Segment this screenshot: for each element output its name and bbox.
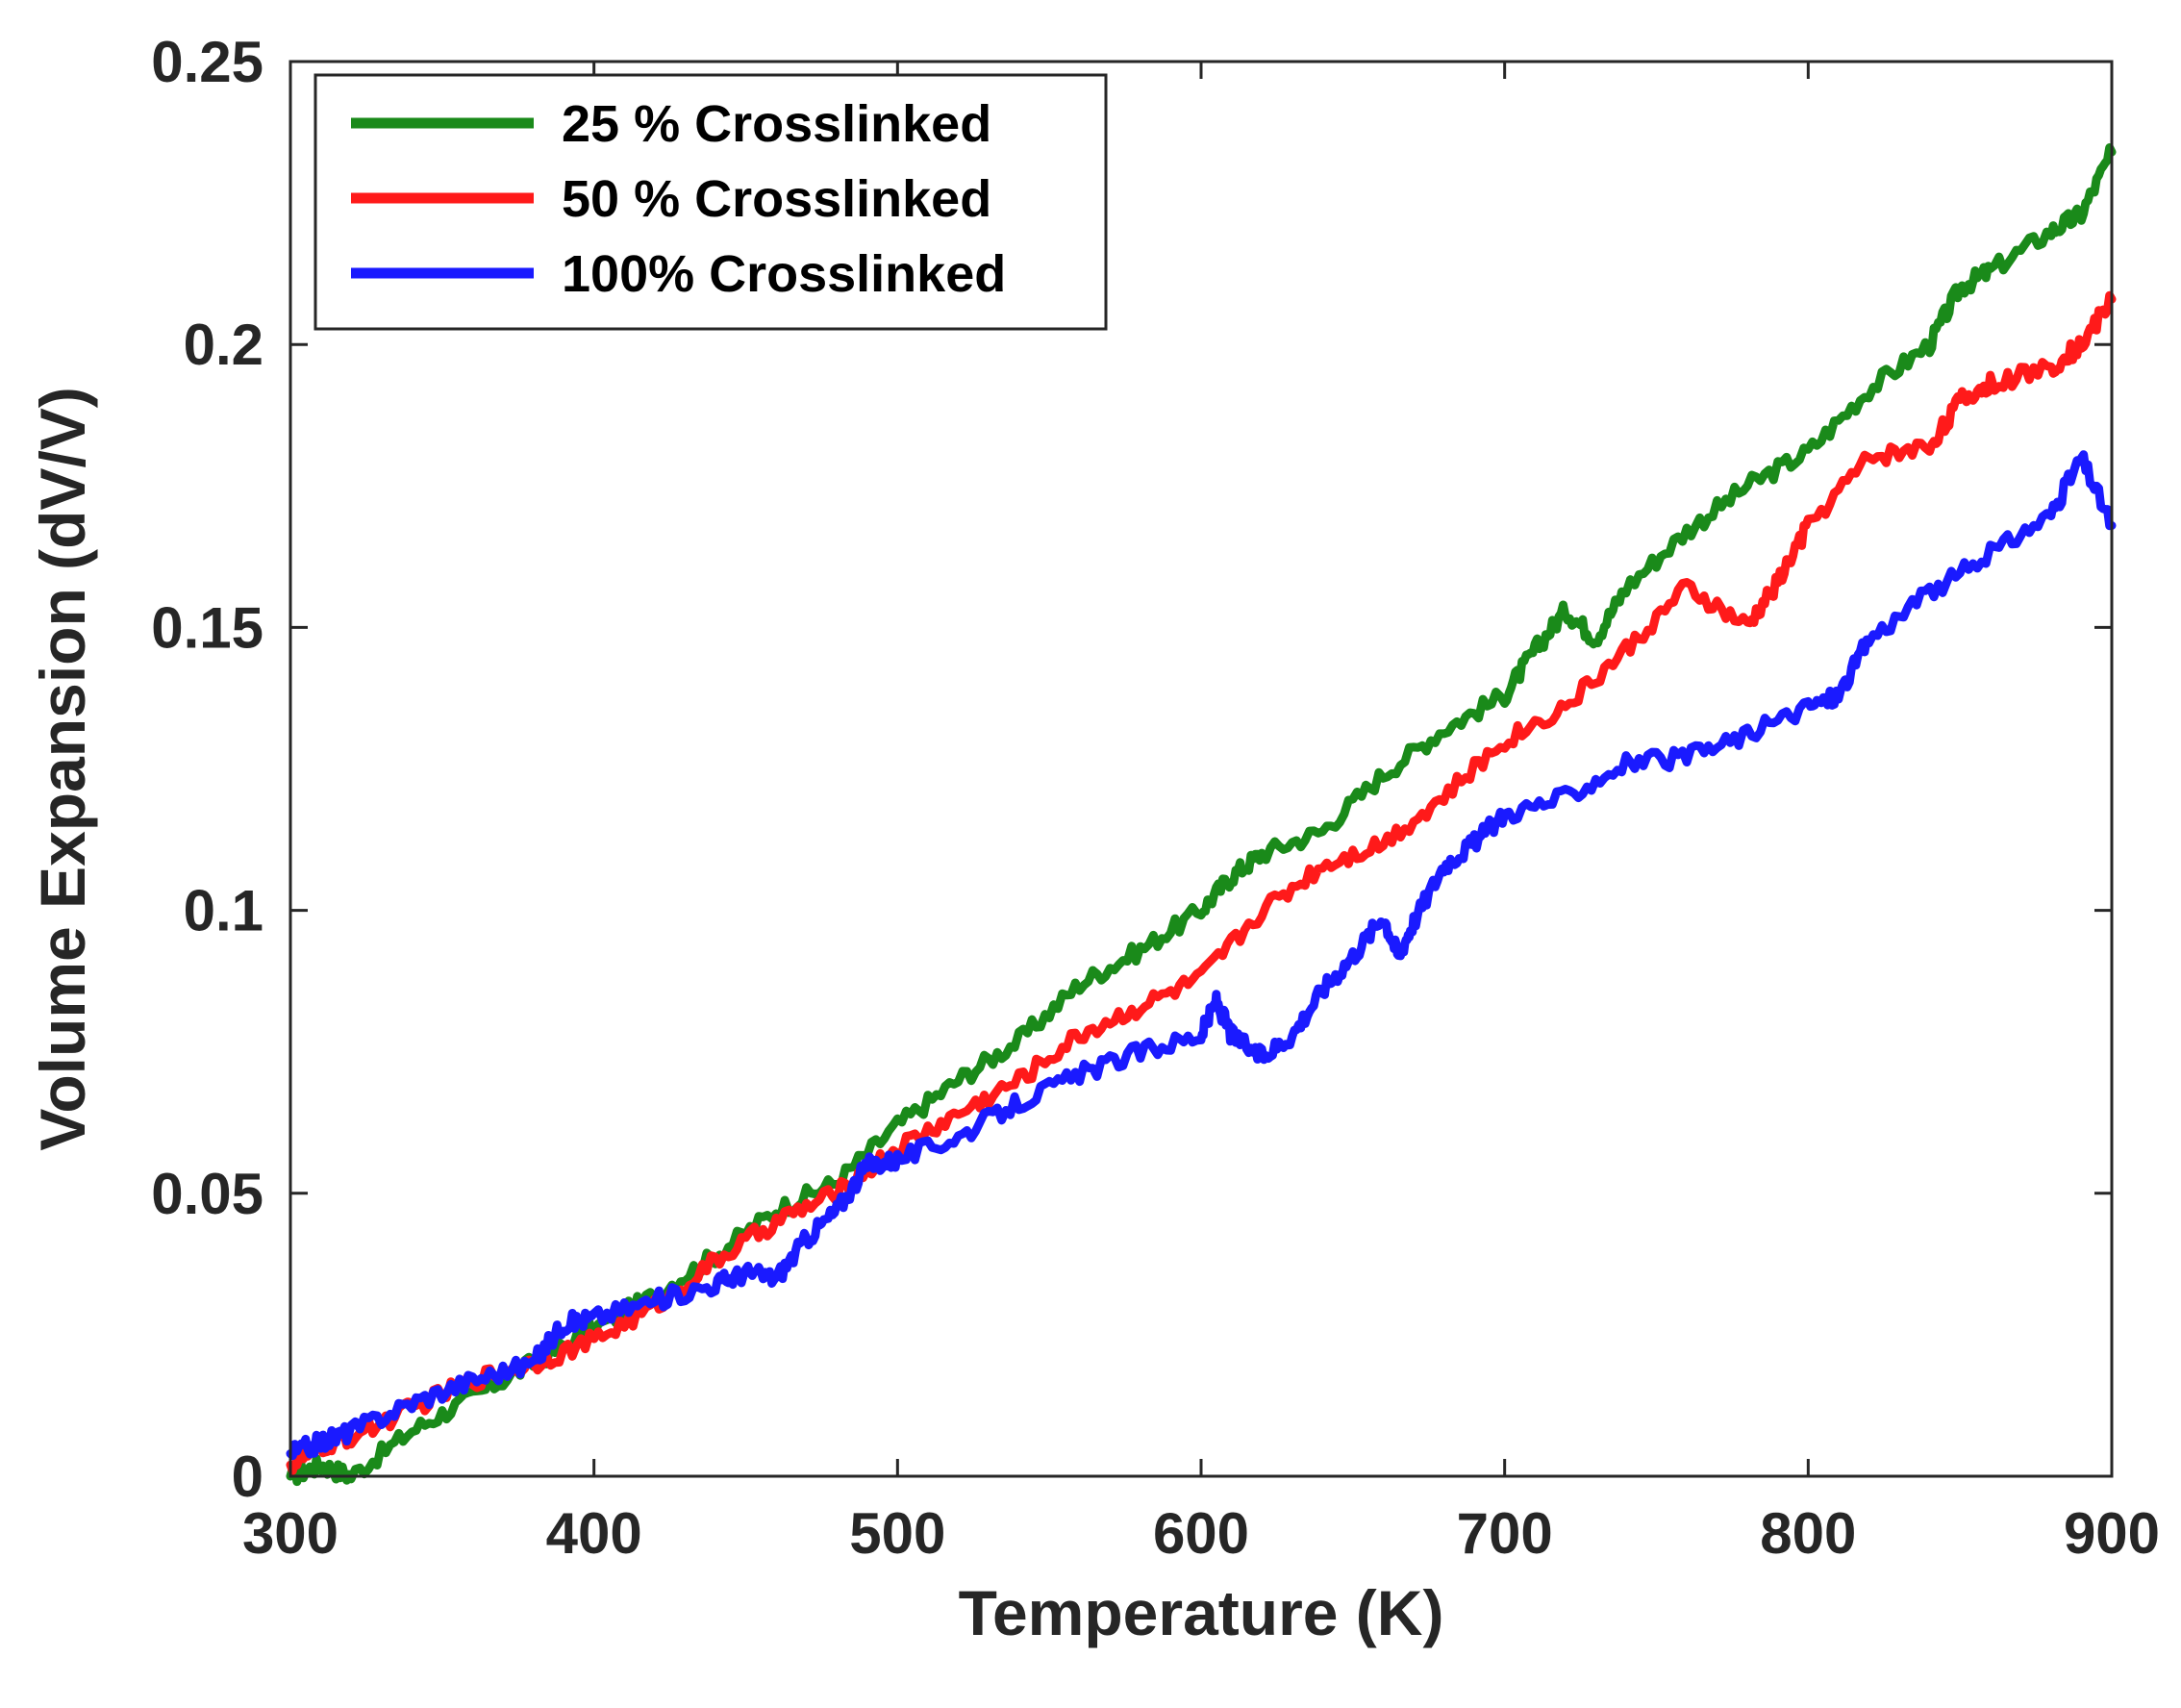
x-axis-label: Temperature (K) xyxy=(959,1577,1444,1648)
x-tick-label: 400 xyxy=(546,1501,642,1566)
legend-label-3: 100% Crosslinked xyxy=(562,245,1006,303)
y-axis-label: Volume Expansion (dV/V) xyxy=(27,387,98,1151)
x-tick-label: 700 xyxy=(1457,1501,1553,1566)
series-line-2 xyxy=(286,290,2117,1475)
legend-label-2: 50 % Crosslinked xyxy=(562,170,991,228)
y-tick-label: 0.15 xyxy=(151,595,263,660)
x-tick-label: 500 xyxy=(849,1501,945,1566)
series-group xyxy=(286,143,2117,1487)
x-tick-label: 300 xyxy=(242,1501,338,1566)
ticks-group: 300 400 500 600 700 800 900 0 0.05 0.1 0.15 0.2 0.25 xyxy=(151,30,2160,1566)
x-tick-label: 900 xyxy=(2064,1501,2160,1566)
legend-label-1: 25 % Crosslinked xyxy=(562,95,991,153)
y-tick-label: 0.2 xyxy=(184,313,263,377)
series-line-3 xyxy=(286,450,2117,1461)
y-tick-label: 0.25 xyxy=(151,30,263,94)
legend: 25 % Crosslinked 50 % Crosslinked 100% Cro… xyxy=(313,73,1108,331)
y-tick-label: 0.05 xyxy=(151,1162,263,1226)
x-tick-label: 800 xyxy=(1760,1501,1856,1566)
y-tick-label: 0.1 xyxy=(184,879,263,943)
x-tick-label: 600 xyxy=(1153,1501,1249,1566)
y-tick-label: 0 xyxy=(232,1444,263,1509)
legend-items: 25 % Crosslinked 50 % Crosslinked 100% Cro… xyxy=(351,95,1006,303)
